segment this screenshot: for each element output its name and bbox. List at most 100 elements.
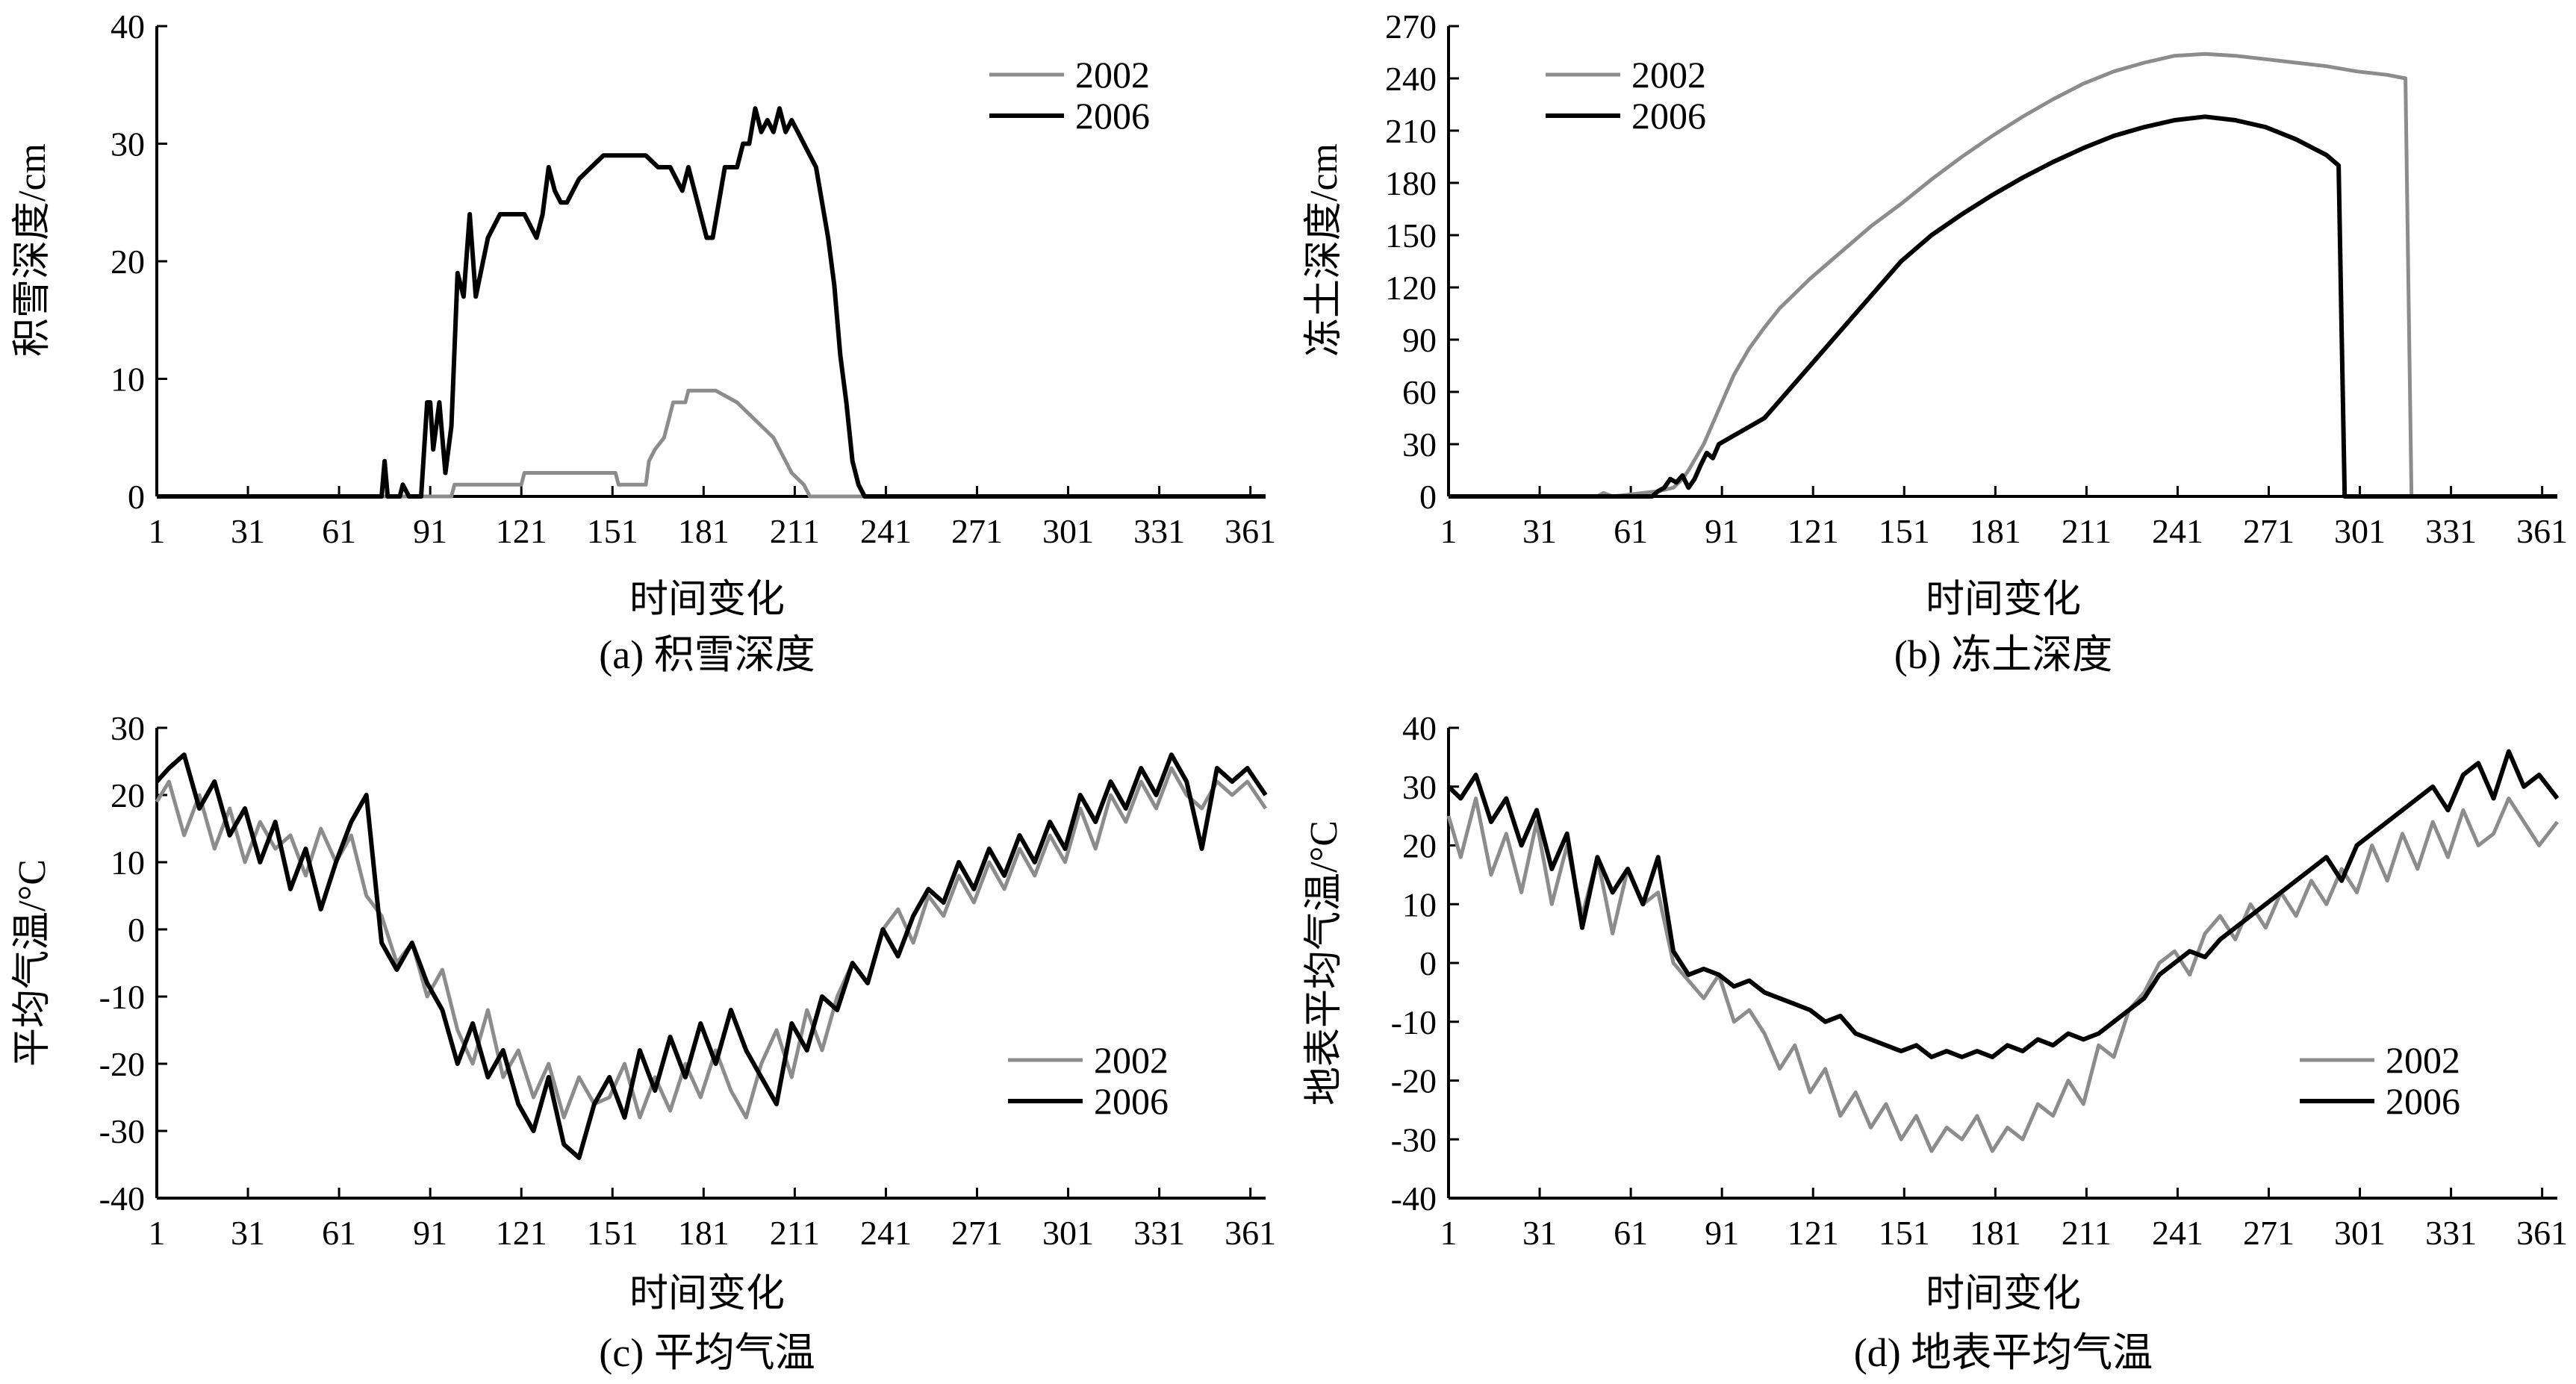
panel-c-caption: (c) 平均气温 (599, 1330, 815, 1375)
x-tick-label: 361 (2516, 1214, 2568, 1252)
y-tick-label: -30 (99, 1112, 145, 1150)
y-tick-label: -20 (99, 1045, 145, 1083)
y-tick-label: -40 (99, 1179, 145, 1218)
legend-label-2006: 2006 (1075, 95, 1150, 137)
legend-label-2002: 2002 (2386, 1039, 2460, 1081)
y-tick-label: 30 (1402, 426, 1437, 464)
x-tick-label: 271 (951, 512, 1003, 550)
series-line-2006 (1446, 749, 2560, 1059)
x-tick-label: 211 (2062, 1214, 2112, 1252)
x-tick-label: 1 (149, 512, 166, 550)
x-tick-label: 31 (231, 1214, 265, 1252)
panel-a-caption: (a) 积雪深度 (599, 632, 815, 677)
y-tick-label: 20 (1402, 827, 1437, 865)
panel-b-ylabel: 冻土深度/cm (1303, 143, 1345, 357)
x-tick-label: 361 (1225, 512, 1276, 550)
x-tick-label: 271 (951, 1214, 1003, 1252)
x-tick-label: 301 (1042, 1214, 1094, 1252)
x-tick-label: 301 (2334, 1214, 2386, 1252)
y-tick-label: 30 (1402, 768, 1437, 806)
x-tick-label: 331 (2425, 1214, 2477, 1252)
x-tick-label: 241 (2152, 512, 2203, 550)
series-line-2002 (157, 388, 1266, 499)
series-line-2006 (157, 106, 1266, 499)
x-tick-label: 211 (770, 512, 820, 550)
x-tick-label: 31 (1522, 1214, 1557, 1252)
x-tick-label: 61 (322, 1214, 356, 1252)
y-tick-label: 90 (1402, 321, 1437, 359)
x-tick-label: 301 (1042, 512, 1094, 550)
panel-b-frozen-soil-depth: 冻土深度/cm 时间变化 (b) 冻土深度 0 30 60 90 120 150 180 21… (1303, 7, 2568, 677)
x-tick-label: 241 (2152, 1214, 2203, 1252)
y-tick-label: 30 (111, 709, 145, 747)
legend-label-2002: 2002 (1631, 54, 1706, 96)
x-tick-label: 241 (860, 1214, 912, 1252)
x-tick-label: 301 (2334, 512, 2386, 550)
x-tick-label: 1 (1440, 512, 1457, 550)
x-tick-label: 121 (1788, 512, 1839, 550)
x-tick-label: 121 (1788, 1214, 1839, 1252)
y-tick-label: 60 (1402, 373, 1437, 411)
y-tick-label: 180 (1385, 164, 1437, 202)
legend-label-2006: 2006 (1631, 95, 1706, 137)
series-line-2006 (1449, 114, 2557, 499)
y-tick-label: 20 (111, 776, 145, 814)
legend-label-2006: 2006 (2386, 1080, 2460, 1122)
panel-a-ylabel: 积雪深度/cm (11, 143, 54, 357)
x-tick-label: 211 (2062, 512, 2112, 550)
x-tick-label: 31 (1522, 512, 1557, 550)
x-tick-label: 31 (231, 512, 265, 550)
y-tick-label: 20 (111, 243, 145, 281)
panel-d-xlabel: 时间变化 (1926, 1273, 2081, 1315)
panel-c-mean-air-temperature: 平均气温/°C 时间变化 (c) 平均气温 -40 -30 -20 -10 0 10 20 3… (11, 709, 1276, 1375)
series-line-2002 (1449, 52, 2557, 499)
x-tick-label: 1 (1440, 1214, 1457, 1252)
y-tick-label: -30 (1391, 1120, 1437, 1159)
y-tick-label: 150 (1385, 216, 1437, 255)
panel-a-xlabel: 时间变化 (629, 579, 785, 621)
x-tick-label: 61 (1614, 512, 1648, 550)
legend-label-2002: 2002 (1075, 54, 1150, 96)
x-tick-label: 331 (1133, 512, 1185, 550)
x-tick-label: 151 (1879, 512, 1930, 550)
x-tick-label: 151 (1879, 1214, 1930, 1252)
y-tick-label: 120 (1385, 269, 1437, 307)
x-tick-label: 181 (678, 1214, 729, 1252)
x-tick-label: 61 (322, 512, 356, 550)
series-line-2006 (155, 752, 1268, 1160)
y-tick-label: 40 (111, 7, 145, 46)
y-tick-label: 10 (1402, 885, 1437, 923)
x-tick-label: 1 (149, 1214, 166, 1252)
x-tick-label: 121 (496, 512, 547, 550)
x-tick-label: 271 (2243, 512, 2295, 550)
x-tick-label: 181 (678, 512, 729, 550)
y-tick-label: 210 (1385, 112, 1437, 150)
x-tick-label: 181 (1970, 1214, 2021, 1252)
x-tick-label: 91 (413, 1214, 447, 1252)
x-tick-label: 151 (587, 512, 638, 550)
panel-a-snow-depth: 积雪深度/cm 时间变化 (a) 积雪深度 0 10 20 30 40 1 31 61 91 12… (11, 7, 1276, 677)
x-tick-label: 181 (1970, 512, 2021, 550)
y-tick-label: 40 (1402, 709, 1437, 747)
x-tick-label: 361 (1225, 1214, 1276, 1252)
x-tick-label: 271 (2243, 1214, 2295, 1252)
x-tick-label: 91 (1705, 1214, 1739, 1252)
panel-c-xlabel: 时间变化 (629, 1273, 785, 1315)
x-tick-label: 331 (2425, 512, 2477, 550)
y-tick-label: 0 (128, 911, 145, 949)
panel-d-ylabel: 地表平均气温/°C (1303, 820, 1345, 1106)
x-tick-label: 331 (1133, 1214, 1185, 1252)
x-tick-label: 91 (413, 512, 447, 550)
x-tick-label: 361 (2516, 512, 2568, 550)
legend-label-2002: 2002 (1094, 1039, 1169, 1081)
x-tick-label: 211 (770, 1214, 820, 1252)
y-tick-label: -10 (99, 978, 145, 1016)
x-tick-label: 61 (1614, 1214, 1648, 1252)
panel-d-caption: (d) 地表平均气温 (1854, 1330, 2153, 1375)
panel-c-ylabel: 平均气温/°C (11, 859, 54, 1067)
legend-label-2006: 2006 (1094, 1080, 1169, 1122)
y-tick-label: -40 (1391, 1179, 1437, 1218)
y-tick-label: 240 (1385, 60, 1437, 98)
y-tick-label: 0 (1419, 478, 1437, 516)
